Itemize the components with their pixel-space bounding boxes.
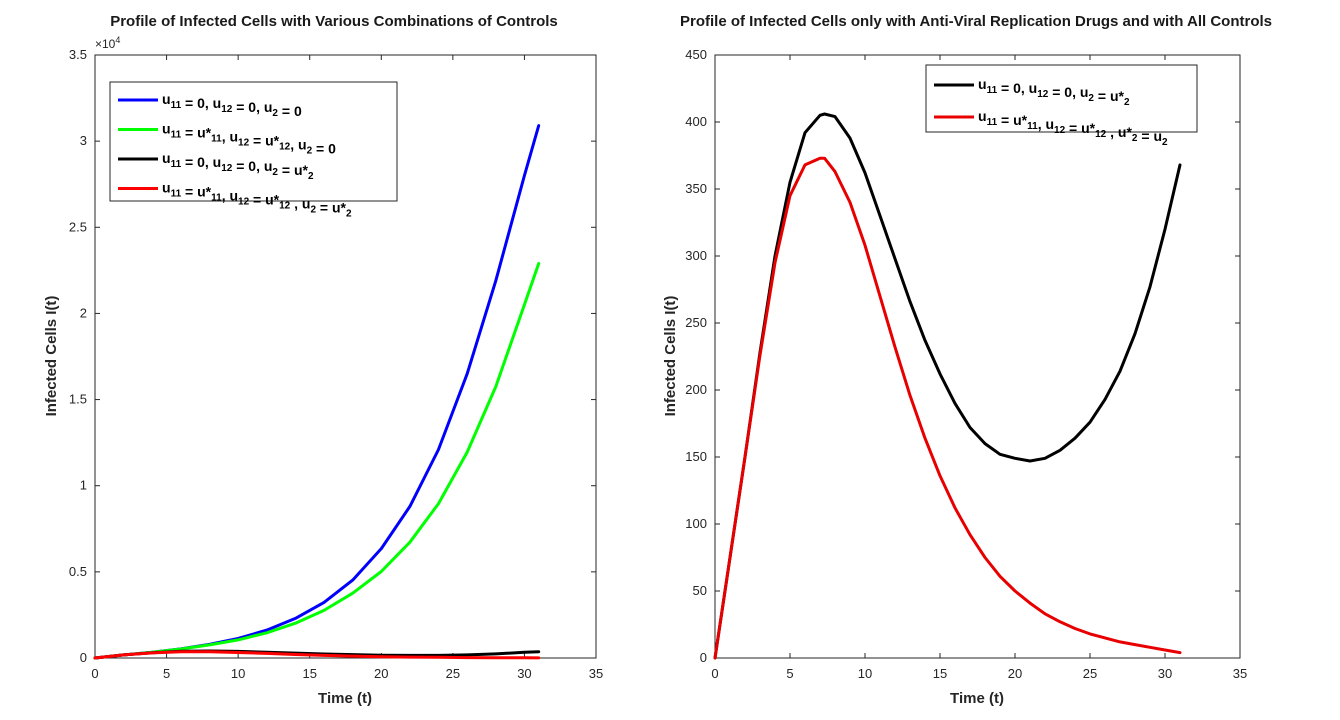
chart-left-series-line-2 xyxy=(93,262,541,660)
chart-right-series-line-1 xyxy=(713,112,1182,660)
chart-right: Profile of Infected Cells only with Anti… xyxy=(662,13,1272,707)
chart-right-y-label: Infected Cells I(t) xyxy=(662,296,679,417)
chart-left-title: Profile of Infected Cells with Various C… xyxy=(110,13,558,30)
chart-right-plot-area xyxy=(713,112,1182,660)
chart-right-legend-item: u11 = u*11, u12 = u*12 , u*2 = u2 xyxy=(934,108,1168,148)
chart-left-x-axis: 0 5 10 15 20 25 30 35 xyxy=(91,55,603,681)
chart-left-x-tick-label: 25 xyxy=(446,666,460,681)
chart-left-legend-item: u11 = u*11, u12 = u*12 , u2 = u*2 xyxy=(118,180,352,220)
chart-right-x-tick-label: 15 xyxy=(933,666,947,681)
chart-left-y-tick-label: 1.5 xyxy=(69,392,87,407)
chart-left-x-tick-label: 15 xyxy=(302,666,316,681)
chart-right-legend-item: u11 = 0, u12 = 0, u2 = u*2 xyxy=(934,76,1130,108)
chart-left-y-tick-label: 1 xyxy=(80,478,87,493)
chart-left-exponent-base: ×10 xyxy=(95,37,116,51)
chart-right-legend-label: u11 = u*11, u12 = u*12 , u*2 = u2 xyxy=(978,108,1168,148)
chart-left-legend-item: u11 = 0, u12 = 0, u2 = u*2 xyxy=(118,150,314,182)
chart-right-x-tick-label: 0 xyxy=(711,666,718,681)
chart-left-x-tick-label: 30 xyxy=(517,666,531,681)
chart-left-x-tick-label: 10 xyxy=(231,666,245,681)
chart-left-y-tick-label: 3 xyxy=(80,133,87,148)
chart-left-x-tick-label: 20 xyxy=(374,666,388,681)
chart-left-x-label: Time (t) xyxy=(318,690,372,707)
chart-right-x-tick-label: 5 xyxy=(786,666,793,681)
chart-right-y-tick-label: 400 xyxy=(685,114,707,129)
chart-left-axes-box xyxy=(94,54,597,659)
chart-right-y-tick-label: 150 xyxy=(685,449,707,464)
chart-right-series-line-2 xyxy=(713,156,1182,660)
chart-left: Profile of Infected Cells with Various C… xyxy=(43,13,603,707)
chart-left-x-tick-label: 5 xyxy=(163,666,170,681)
chart-right-y-tick-label: 300 xyxy=(685,248,707,263)
chart-left-legend-label: u11 = 0, u12 = 0, u2 = u*2 xyxy=(162,150,314,182)
chart-right-x-tick-label: 20 xyxy=(1008,666,1022,681)
chart-left-legend-item: u11 = 0, u12 = 0, u2 = 0 xyxy=(118,91,302,119)
chart-right-title: Profile of Infected Cells only with Anti… xyxy=(680,13,1272,30)
chart-left-exponent-power: 4 xyxy=(115,35,120,45)
chart-left-y-tick-label: 2 xyxy=(80,305,87,320)
chart-left-y-tick-label: 0 xyxy=(80,650,87,665)
chart-left-exponent-label: ×104 xyxy=(95,35,120,51)
chart-left-y-tick-label: 0.5 xyxy=(69,564,87,579)
chart-right-x-label: Time (t) xyxy=(950,690,1004,707)
chart-right-x-tick-label: 30 xyxy=(1158,666,1172,681)
chart-right-y-tick-label: 50 xyxy=(693,583,707,598)
chart-left-legend-label: u11 = u*11, u12 = u*12, u2 = 0 xyxy=(162,121,336,157)
chart-left-x-tick-label: 35 xyxy=(589,666,603,681)
chart-right-x-axis: 0 5 10 15 20 25 30 35 xyxy=(711,55,1247,681)
chart-right-y-tick-label: 450 xyxy=(685,47,707,62)
chart-right-y-tick-label: 200 xyxy=(685,382,707,397)
chart-left-y-tick-label: 2.5 xyxy=(69,219,87,234)
chart-left-legend-item: u11 = u*11, u12 = u*12, u2 = 0 xyxy=(118,121,336,157)
chart-left-plot-area xyxy=(93,124,541,660)
chart-right-x-tick-label: 35 xyxy=(1233,666,1247,681)
chart-left-y-axis: 0 0.5 1 1.5 2 2.5 3 3.5 xyxy=(69,47,596,665)
chart-left-x-tick-label: 0 xyxy=(91,666,98,681)
chart-right-y-tick-label: 250 xyxy=(685,315,707,330)
chart-left-legend-label: u11 = 0, u12 = 0, u2 = 0 xyxy=(162,91,302,119)
chart-right-x-tick-label: 25 xyxy=(1083,666,1097,681)
chart-right-legend-box xyxy=(925,64,1198,133)
chart-left-legend-box xyxy=(109,81,398,202)
chart-left-series-line-4 xyxy=(93,650,541,660)
chart-right-y-tick-label: 350 xyxy=(685,181,707,196)
chart-left-y-tick-label: 3.5 xyxy=(69,47,87,62)
chart-right-legend-label: u11 = 0, u12 = 0, u2 = u*2 xyxy=(978,76,1130,108)
chart-right-y-tick-label: 100 xyxy=(685,516,707,531)
chart-right-axes-box xyxy=(714,54,1241,659)
chart-right-y-axis: 0 50 100 150 200 250 300 350 400 450 xyxy=(685,47,1240,665)
chart-right-x-tick-label: 10 xyxy=(858,666,872,681)
chart-left-y-label: Infected Cells I(t) xyxy=(43,296,60,417)
chart-right-y-tick-label: 0 xyxy=(700,650,707,665)
chart-left-legend-label: u11 = u*11, u12 = u*12 , u2 = u*2 xyxy=(162,180,352,220)
